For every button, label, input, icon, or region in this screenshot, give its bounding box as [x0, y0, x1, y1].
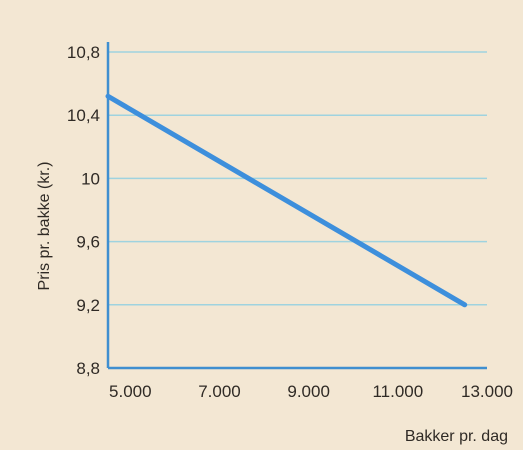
grid-lines — [108, 51, 487, 306]
y-tick-label: 10,4 — [67, 106, 100, 125]
x-tick-label: 13.000 — [461, 382, 513, 401]
x-tick-label: 5.000 — [109, 382, 152, 401]
price-line-series — [105, 93, 468, 308]
y-tick-label: 8,8 — [76, 359, 100, 378]
y-tick-label: 9,2 — [76, 296, 100, 315]
x-tick-label: 7.000 — [198, 382, 241, 401]
y-tick-label: 10 — [81, 169, 100, 188]
tick-labels: 8,8 9,2 9,6 10 10,4 10,8 5.000 7.000 9.000 11.000… — [67, 43, 513, 401]
y-axis-title: Pris pr. bakke (kr.) — [36, 162, 53, 291]
x-tick-label: 11.000 — [372, 382, 423, 401]
series-layer — [105, 93, 468, 308]
x-tick-label: 9.000 — [287, 382, 330, 401]
y-tick-label: 9,6 — [76, 233, 100, 252]
y-tick-label: 10,8 — [67, 43, 100, 62]
x-axis-title: Bakker pr. dag — [405, 428, 508, 445]
